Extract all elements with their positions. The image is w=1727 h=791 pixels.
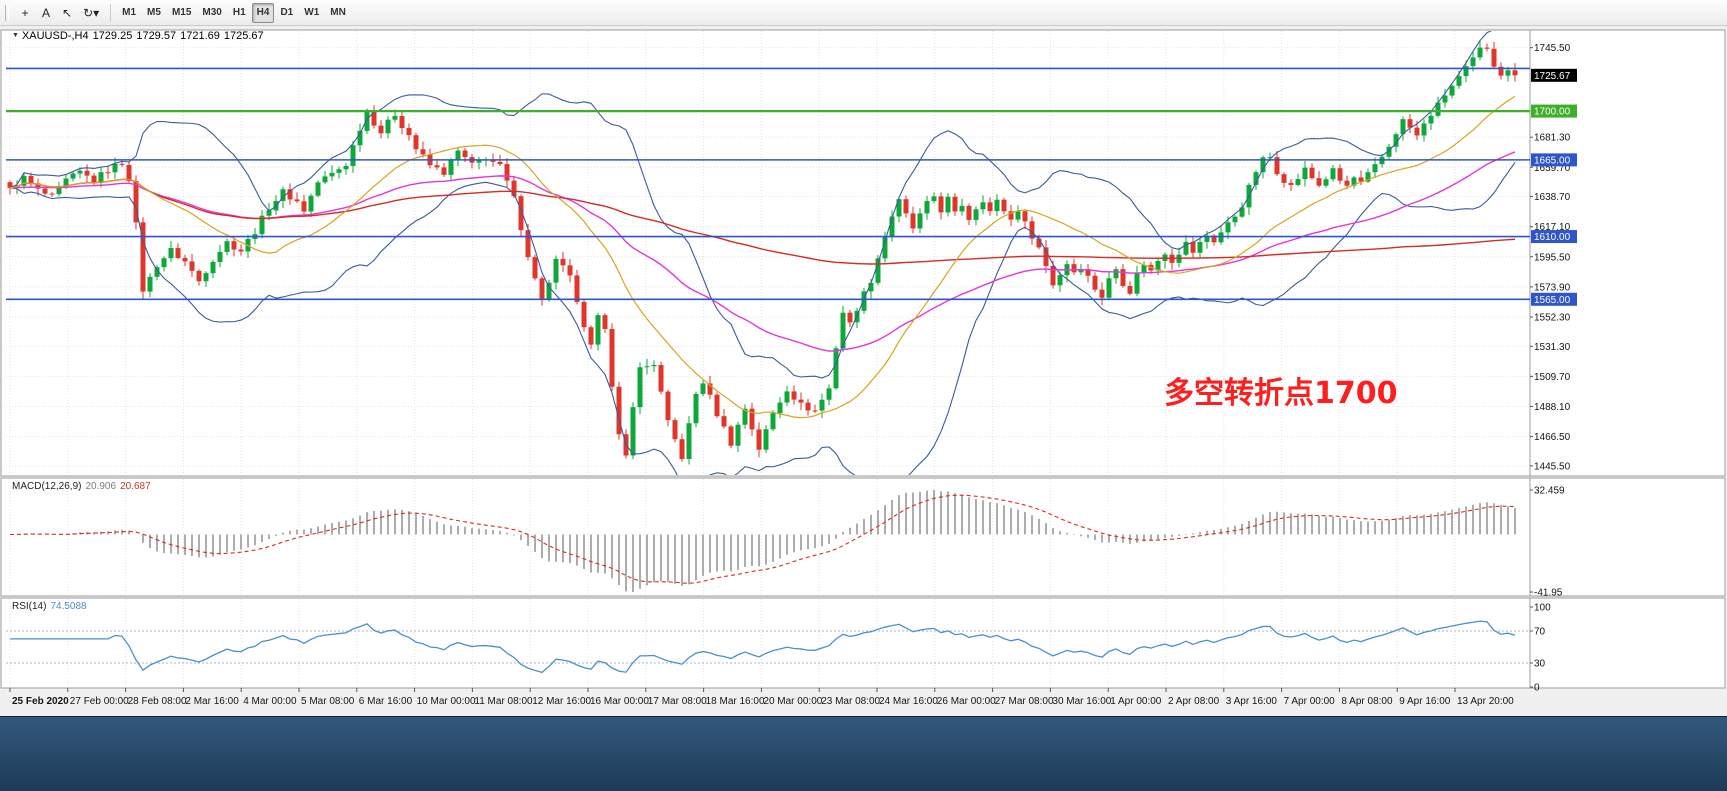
svg-text:12 Mar 16:00: 12 Mar 16:00 xyxy=(532,696,591,707)
svg-text:1488.10: 1488.10 xyxy=(1534,402,1571,413)
timeframe-h4-button[interactable]: H4 xyxy=(251,2,275,23)
main-chart-panel[interactable] xyxy=(0,29,1726,477)
svg-text:1552.30: 1552.30 xyxy=(1534,312,1571,323)
timeframe-m1-button[interactable]: M1 xyxy=(117,3,141,23)
svg-text:0: 0 xyxy=(1534,683,1540,694)
main-toolbar: + A ↖ ↻▾ M1 M5 M15 M30 H1 H4 D1 W1 MN xyxy=(0,0,1727,26)
cursor-icon-button[interactable]: ↖ xyxy=(57,3,77,23)
price-axis: 1745.50 1681.30 1659.70 1638.70 1617.10 1595.… xyxy=(1530,43,1577,472)
hline-price-box xyxy=(1531,153,1577,167)
svg-text:5 Mar 08:00: 5 Mar 08:00 xyxy=(301,696,355,707)
svg-text:1445.50: 1445.50 xyxy=(1534,461,1571,472)
svg-text:1638.70: 1638.70 xyxy=(1534,192,1571,203)
macd-series xyxy=(9,489,1516,593)
svg-text:24 Mar 16:00: 24 Mar 16:00 xyxy=(879,696,938,707)
taskbar[interactable] xyxy=(0,716,1727,791)
svg-text:9 Apr 16:00: 9 Apr 16:00 xyxy=(1399,696,1451,707)
svg-text:20 Mar 00:00: 20 Mar 00:00 xyxy=(763,696,822,707)
svg-text:-41.95: -41.95 xyxy=(1534,588,1563,599)
svg-text:27 Mar 08:00: 27 Mar 08:00 xyxy=(995,696,1054,707)
svg-text:17 Mar 08:00: 17 Mar 08:00 xyxy=(648,696,707,707)
macd-panel[interactable] xyxy=(0,477,1726,597)
cycle-symbols-icon-button[interactable]: ↻▾ xyxy=(78,3,104,23)
timeframe-m30-button[interactable]: M30 xyxy=(197,3,226,23)
svg-text:1617.10: 1617.10 xyxy=(1534,222,1571,233)
text-annotation-icon-button[interactable]: A xyxy=(36,3,56,23)
svg-text:32.459: 32.459 xyxy=(1534,485,1565,496)
svg-text:1595.50: 1595.50 xyxy=(1534,252,1571,263)
svg-text:10 Mar 00:00: 10 Mar 00:00 xyxy=(417,696,476,707)
svg-text:70: 70 xyxy=(1534,627,1546,638)
rsi-series xyxy=(6,620,1530,674)
svg-text:26 Mar 00:00: 26 Mar 00:00 xyxy=(937,696,996,707)
svg-text:1466.50: 1466.50 xyxy=(1534,432,1571,443)
svg-text:16 Mar 00:00: 16 Mar 00:00 xyxy=(590,696,649,707)
timeframe-d1-button[interactable]: D1 xyxy=(275,3,298,23)
svg-text:4 Mar 00:00: 4 Mar 00:00 xyxy=(243,696,297,707)
svg-text:1 Apr 00:00: 1 Apr 00:00 xyxy=(1110,696,1162,707)
timeframe-h1-button[interactable]: H1 xyxy=(228,3,251,23)
svg-text:1681.30: 1681.30 xyxy=(1534,133,1571,144)
svg-text:30: 30 xyxy=(1534,659,1546,670)
timeframe-w1-button[interactable]: W1 xyxy=(299,3,324,23)
svg-text:2 Apr 08:00: 2 Apr 08:00 xyxy=(1168,696,1220,707)
svg-text:27 Feb 00:00: 27 Feb 00:00 xyxy=(70,696,129,707)
chart-area[interactable]: 1745.50 1681.30 1659.70 1638.70 1617.10 1595.… xyxy=(0,26,1727,716)
svg-text:28 Feb 08:00: 28 Feb 08:00 xyxy=(128,696,187,707)
crosshair-icon-button[interactable]: + xyxy=(15,3,35,23)
toolbar-grip[interactable] xyxy=(5,4,9,21)
drawing-tools-group: + A ↖ ↻▾ xyxy=(15,3,104,23)
svg-text:1610.00: 1610.00 xyxy=(1534,232,1571,243)
candlestick-series xyxy=(6,31,1530,475)
rsi-panel[interactable] xyxy=(0,597,1726,689)
svg-text:1745.50: 1745.50 xyxy=(1534,43,1571,54)
hline-price-box xyxy=(1531,230,1577,244)
svg-text:23 Mar 08:00: 23 Mar 08:00 xyxy=(821,696,880,707)
svg-text:3 Apr 16:00: 3 Apr 16:00 xyxy=(1226,696,1278,707)
chart-canvas[interactable]: 1745.50 1681.30 1659.70 1638.70 1617.10 1595.… xyxy=(0,26,1727,716)
svg-text:2 Mar 16:00: 2 Mar 16:00 xyxy=(185,696,239,707)
svg-text:1700.00: 1700.00 xyxy=(1534,107,1571,118)
svg-text:1565.00: 1565.00 xyxy=(1534,295,1571,306)
svg-text:11 Mar 08:00: 11 Mar 08:00 xyxy=(474,696,533,707)
hline-price-box xyxy=(1531,104,1577,118)
svg-text:1531.30: 1531.30 xyxy=(1534,342,1571,353)
timeframe-m15-button[interactable]: M15 xyxy=(167,3,196,23)
svg-text:1725.67: 1725.67 xyxy=(1534,71,1571,82)
hline-price-box xyxy=(1531,292,1577,306)
timeframe-mn-button[interactable]: MN xyxy=(325,3,351,23)
svg-text:8 Apr 08:00: 8 Apr 08:00 xyxy=(1341,696,1393,707)
svg-text:1665.00: 1665.00 xyxy=(1534,155,1571,166)
svg-text:100: 100 xyxy=(1534,603,1551,614)
svg-text:1659.70: 1659.70 xyxy=(1534,163,1571,174)
current-price-box xyxy=(1531,68,1577,82)
toolbar-separator xyxy=(110,3,112,22)
svg-text:1573.90: 1573.90 xyxy=(1534,282,1571,293)
svg-text:7 Apr 00:00: 7 Apr 00:00 xyxy=(1284,696,1336,707)
svg-text:25 Feb 2020: 25 Feb 2020 xyxy=(12,696,69,707)
timeframe-m5-button[interactable]: M5 xyxy=(142,3,166,23)
timeframe-toolbar: M1 M5 M15 M30 H1 H4 D1 W1 MN xyxy=(117,2,351,23)
svg-text:1509.70: 1509.70 xyxy=(1534,372,1571,383)
svg-text:13 Apr 20:00: 13 Apr 20:00 xyxy=(1457,696,1514,707)
svg-text:6 Mar 16:00: 6 Mar 16:00 xyxy=(359,696,413,707)
svg-text:18 Mar 16:00: 18 Mar 16:00 xyxy=(706,696,765,707)
svg-text:30 Mar 16:00: 30 Mar 16:00 xyxy=(1052,696,1111,707)
